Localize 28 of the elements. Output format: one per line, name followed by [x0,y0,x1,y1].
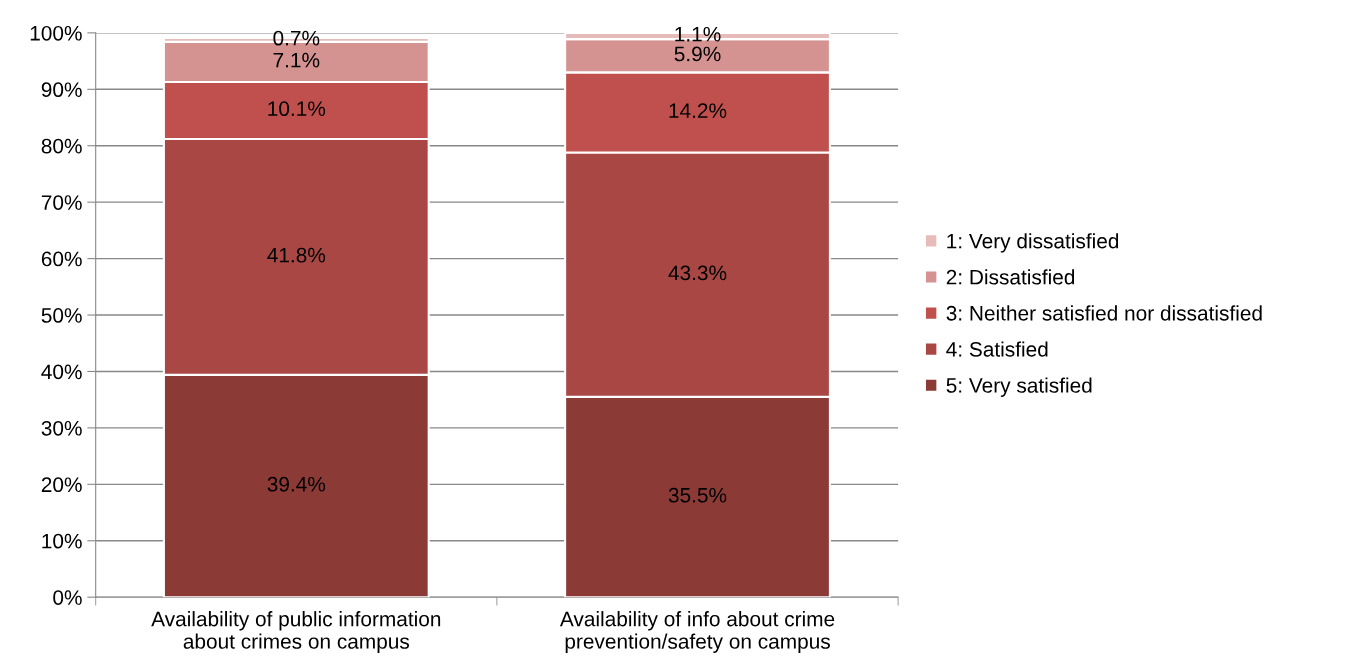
y-tick-label: 0% [53,590,82,605]
y-tick-label: 10% [42,533,82,549]
data-label: 1.1% [675,26,721,42]
y-tick-label: 80% [41,138,82,154]
data-label: 0.7% [273,30,320,46]
data-label: 39.4% [267,476,326,492]
y-tick-label: 30% [41,420,82,436]
x-tick-label: Availability of info about crime prevention/safety on campus [559,611,835,653]
data-label: 10.1% [268,101,326,117]
y-tick-label: 20% [41,477,82,493]
legend-label: 4: Satisfied [946,341,1048,357]
legend-label: 2: Dissatisfied [946,269,1075,285]
data-label: 41.8% [267,247,326,263]
y-tick-label: 40% [41,364,82,380]
legend-label: 3: Neither satisfied nor dissatisfied [946,305,1262,321]
y-tick-label: 50% [41,308,82,323]
data-label: 43.3% [668,265,727,281]
data-label: 35.5% [668,487,727,503]
y-tick-label: 90% [41,82,82,98]
legend-label: 1: Very dissatisfied [947,233,1119,253]
y-tick-label: 60% [41,251,82,267]
data-label: 7.1% [273,52,320,68]
y-tick-label: 100% [30,25,82,41]
data-label: 14.2% [669,103,727,118]
x-tick-label: Availability of public information about crimes on campus [151,611,441,653]
legend-label: 5: Very satisfied [946,377,1092,397]
data-label: 5.9% [674,46,721,62]
y-tick-label: 70% [41,195,82,210]
